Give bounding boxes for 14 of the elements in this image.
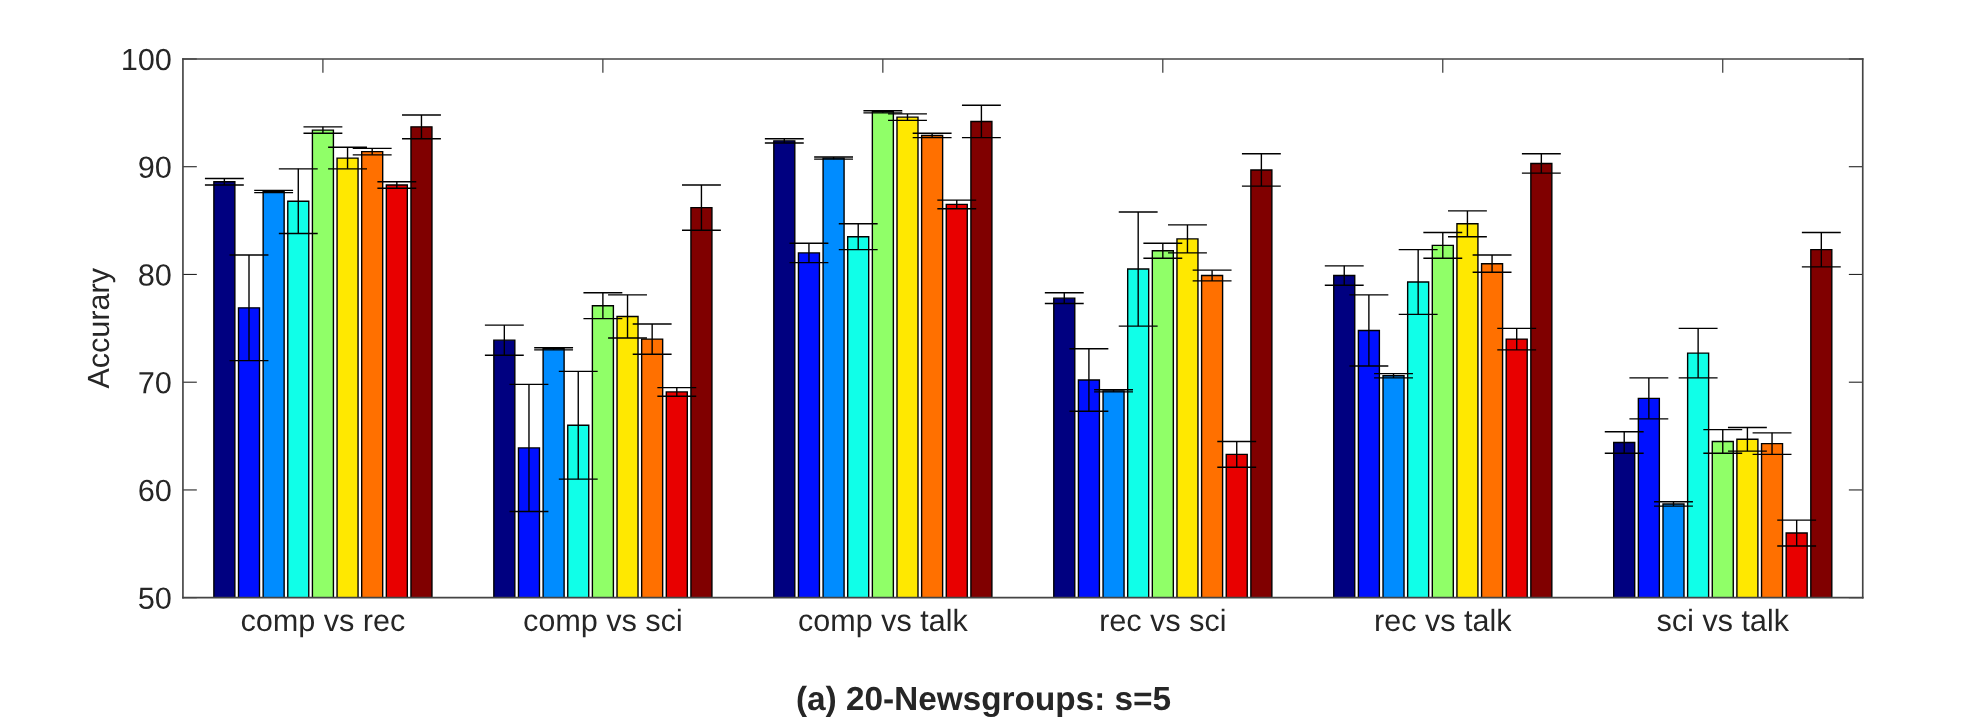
y-tick-label: 100 — [123, 48, 171, 71]
y-tick-label: 80 — [139, 264, 171, 286]
x-tick-label: rec vs talk — [1376, 608, 1512, 632]
x-tick-label: comp vs sci — [524, 608, 681, 638]
y-tick-label: 50 — [139, 587, 171, 610]
x-tick-label: comp vs rec — [241, 614, 405, 638]
x-tick-label: comp vs talk — [799, 608, 968, 638]
y-tick-label: 70 — [139, 371, 171, 394]
y-tick-label: 60 — [139, 479, 171, 502]
x-tick-label: sci vs talk — [1657, 608, 1790, 632]
text: (a) 20-Newsgroups: s=5 — [797, 685, 1171, 718]
x-tick-label: rec vs sci — [1101, 608, 1225, 632]
y-axis-title: Accurary — [87, 268, 116, 389]
y-tick-label: 90 — [139, 156, 171, 179]
